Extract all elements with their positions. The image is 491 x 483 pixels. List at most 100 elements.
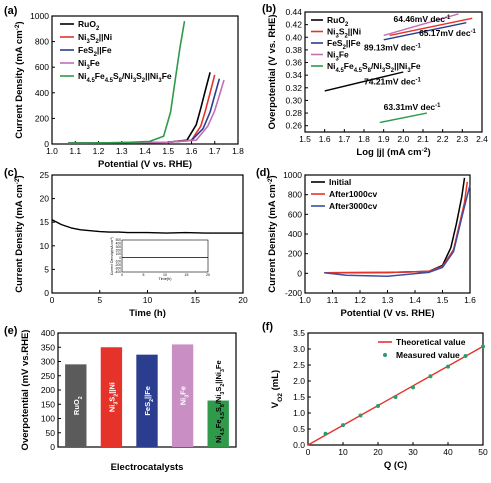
legend-marker <box>383 353 387 357</box>
measured-point <box>341 423 345 428</box>
x-tick-label: 50 <box>478 447 488 457</box>
legend-entry: After1000cv <box>329 189 377 199</box>
x-axis-label: Potential (V vs. RHE) <box>341 308 435 319</box>
fit-line <box>383 13 459 37</box>
inset-y-label: Current Density(mA cm-2) <box>110 237 115 275</box>
y-tick-label: 20 <box>40 194 50 204</box>
y-tick-label: 300 <box>41 357 55 367</box>
y-tick-label: 0.5 <box>293 424 305 434</box>
legend-entry: Ni4.5Fe4.5S8/Ni3S2||Ni3Fe <box>78 71 172 84</box>
slope-annotation: 65.17mV dec-1 <box>419 28 476 38</box>
slope-annotation: 63.31mV dec-1 <box>384 102 441 112</box>
y-tick-label: 350 <box>41 342 55 352</box>
inset-y-tick-label: -400 <box>115 270 122 274</box>
bar-label: Ni3S2||Ni <box>107 382 119 412</box>
x-tick-label: 20 <box>373 447 383 457</box>
x-tick-label: 1.2 <box>354 295 366 305</box>
panel-label: (c) <box>4 167 18 179</box>
panel-e: (e) 0 50 100 150 200 250 300 350 400 Electrocataly… <box>4 325 237 473</box>
bar <box>207 400 229 447</box>
bar-label: FeS2||Fe <box>143 386 155 416</box>
x-tick-label: 1.7 <box>338 134 350 144</box>
y-tick-label: 600 <box>35 62 49 72</box>
y-tick-label: 0.44 <box>285 7 302 17</box>
legend-entry: FeS2||Fe <box>78 45 112 58</box>
bar-label: RuO2 <box>72 396 84 415</box>
x-tick-label: 40 <box>443 447 453 457</box>
x-tick-label: 1.5 <box>162 146 174 156</box>
y-tick-label: 150 <box>41 399 55 409</box>
bar <box>65 364 87 447</box>
x-tick-label: 1.1 <box>69 146 81 156</box>
panel-f: (f) 0 10 20 30 40 50 0.0 0.5 1.0 1.5 2.0 2.5 3.0 3.5 Q … <box>262 321 488 471</box>
y-tick-label: 2.5 <box>293 360 305 370</box>
y-tick-label: 0 <box>44 288 49 298</box>
legend-entry: Ni3Fe <box>78 58 100 71</box>
legend-entry: Initial <box>329 177 351 187</box>
bar-label: Ni4.5Fe4.5S8/Ni3S2||Ni3Fe <box>214 360 226 443</box>
y-tick-label: 0.28 <box>285 108 302 118</box>
y-axis-label: Current Density (mA cm-2) <box>14 21 26 138</box>
y-tick-label: 0.34 <box>285 70 302 80</box>
y-axis-label: Overpotential (V vs. RHE) <box>267 14 278 129</box>
measured-point <box>411 385 415 390</box>
panel-label: (a) <box>4 5 18 17</box>
measured-point <box>393 395 398 399</box>
x-tick-label: 1.0 <box>46 146 58 156</box>
x-axis-label: Potential (V vs. RHE) <box>98 159 192 170</box>
y-tick-label: 10 <box>40 241 50 251</box>
bar <box>171 344 194 447</box>
measured-point <box>428 374 433 379</box>
x-tick-label: 1.1 <box>327 295 339 305</box>
fit-line <box>383 22 467 41</box>
y-tick-label: 0.38 <box>285 45 302 55</box>
y-tick-label: 0.30 <box>285 95 302 105</box>
legend-entry: Ni3Fe <box>327 50 349 63</box>
x-tick-label: 1.5 <box>437 295 449 305</box>
y-tick-label: 0 <box>44 139 49 149</box>
series-line <box>51 219 243 234</box>
y-tick-label: 1.5 <box>293 392 305 402</box>
series-line <box>324 181 469 274</box>
y-tick-label: 200 <box>288 249 302 259</box>
inset-y-tick-label: 300 <box>116 245 122 249</box>
y-tick-label: 5 <box>44 264 49 274</box>
x-tick-label: 20 <box>238 295 248 305</box>
inset-x-tick-label: 0 <box>121 273 123 277</box>
y-tick-label: -200 <box>285 288 302 298</box>
y-axis-label: Current Density (mA cm-2) <box>267 175 279 292</box>
x-tick-label: 0 <box>306 447 311 457</box>
x-tick-label: 10 <box>338 447 348 457</box>
x-tick-label: 5 <box>97 295 102 305</box>
y-tick-label: 800 <box>288 190 302 200</box>
x-tick-label: 15 <box>191 295 201 305</box>
y-tick-label: 2.0 <box>293 376 305 386</box>
fit-line <box>324 71 404 92</box>
legend-entry: Ni3S2||Ni <box>78 32 112 45</box>
y-tick-label: 0.0 <box>293 440 305 450</box>
slope-annotation: 64.46mV dec-1 <box>394 14 451 24</box>
series-line <box>68 20 186 144</box>
measured-point <box>323 431 328 436</box>
x-tick-label: 1.8 <box>232 146 244 156</box>
measured-point <box>358 413 363 418</box>
inset-x-label: Time(h) <box>159 277 173 281</box>
series-line <box>68 74 216 144</box>
legend-entry: RuO2 <box>78 19 100 32</box>
y-tick-label: 0 <box>50 442 55 452</box>
panel-d: (d) 1.0 1.1 1.2 1.3 1.4 1.5 1.6 -200 0 200 400 600 80… <box>256 167 476 319</box>
y-tick-label: 200 <box>41 385 55 395</box>
legend-entry: Measured value <box>396 350 460 360</box>
bar <box>100 347 123 447</box>
x-tick-label: 0 <box>50 295 55 305</box>
x-tick-label: 1.5 <box>299 134 311 144</box>
x-tick-label: 1.2 <box>93 146 105 156</box>
legend-entry: Theoretical value <box>396 337 466 347</box>
x-tick-label: 2.4 <box>476 134 488 144</box>
y-axis-label: Current Density (mA cm-2) <box>14 175 26 292</box>
legend-entry: Ni4.5Fe4.5S8/Ni3S2||Ni3Fe <box>327 61 421 74</box>
x-axis-label: Electrocatalysts <box>111 462 184 473</box>
x-tick-label: 1.6 <box>319 134 331 144</box>
inset-y-tick-label: 500 <box>116 238 122 242</box>
slope-annotation: 74.21mV dec-1 <box>364 77 421 87</box>
